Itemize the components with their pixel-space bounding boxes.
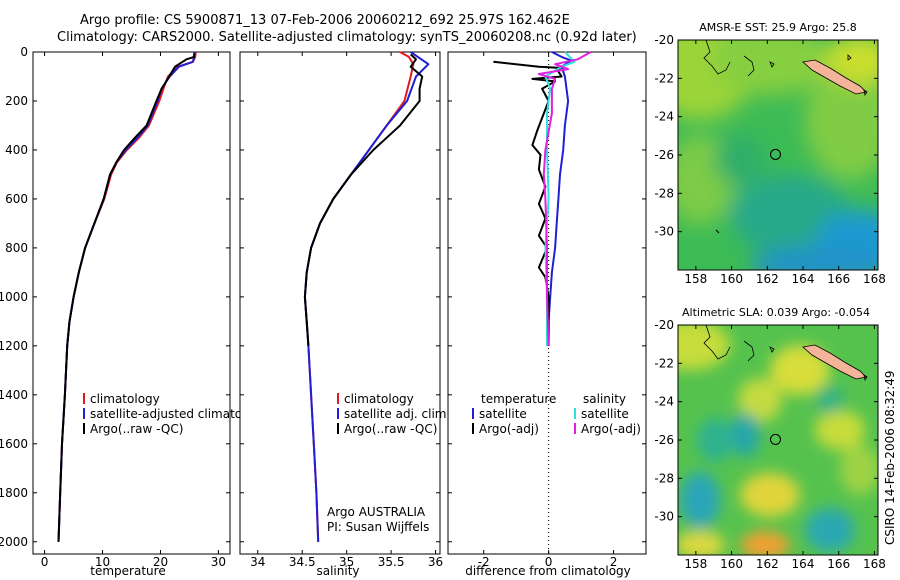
map-x-tick-label: 166 bbox=[827, 272, 850, 286]
y-tick-label: 1800 bbox=[0, 486, 28, 500]
legend-label-temp-argo: Argo(-adj) bbox=[479, 422, 539, 436]
argo-location-marker bbox=[770, 148, 781, 160]
y-tick-label: 0 bbox=[20, 45, 28, 59]
argo-location-marker bbox=[770, 433, 781, 445]
map-x-tick-label: 166 bbox=[827, 557, 850, 571]
y-tick-label: 1000 bbox=[0, 290, 28, 304]
legend-label-argo: Argo(..raw -QC) bbox=[344, 422, 437, 436]
series-line-argo-raw-qc bbox=[57, 53, 196, 542]
x-tick-label: 34 bbox=[250, 555, 265, 569]
series-line-salinity-satellite bbox=[544, 51, 576, 346]
panel-temperature: 0 10 20 30 0 200 400 600 800 1000 1200 1400 1600 1800… bbox=[0, 45, 268, 578]
sst-field bbox=[678, 40, 878, 270]
figure-title-line-1: Argo profile: CS 5900871_13 07-Feb-2006 … bbox=[80, 13, 570, 28]
y-tick-label: 600 bbox=[5, 192, 28, 206]
map-x-tick-label: 164 bbox=[792, 272, 815, 286]
x-tick-label: -2 bbox=[478, 555, 490, 569]
credit-line-1: Argo AUSTRALIA bbox=[327, 505, 426, 519]
map-y-tick-label: -20 bbox=[654, 33, 674, 47]
legend-label-sal-argo: Argo(-adj) bbox=[581, 422, 641, 436]
x-tick-label: 34.5 bbox=[289, 555, 316, 569]
legend-label-sal-satellite: satellite bbox=[581, 407, 629, 421]
map-x-tick-label: 160 bbox=[720, 557, 743, 571]
salinity-legend: climatology satellite adj. clim. Argo(..… bbox=[337, 392, 450, 436]
map-y-tick-label: -22 bbox=[654, 71, 674, 85]
legend-title-salinity: salinity bbox=[583, 392, 626, 406]
credit-line-2: PI: Susan Wijffels bbox=[327, 520, 429, 534]
map-y-tick-label: -26 bbox=[654, 148, 674, 162]
panel-difference: -2 0 2 difference from climatology tempera… bbox=[447, 51, 647, 578]
salinity-series bbox=[303, 51, 430, 542]
y-tick-label: 400 bbox=[5, 143, 28, 157]
legend-label-temp-satellite: satellite bbox=[479, 407, 527, 421]
x-tick-label: 30 bbox=[211, 555, 226, 569]
legend-label-climatology: climatology bbox=[344, 392, 414, 406]
legend-label-climatology: climatology bbox=[90, 392, 160, 406]
map-y-tick-label: -30 bbox=[654, 225, 674, 239]
difference-series bbox=[493, 51, 592, 346]
salinity-axes: 34 34.5 35 35.5 36 bbox=[240, 51, 443, 569]
map-sst: AMSR-E SST: 25.9 Argo: 25.8 15 bbox=[654, 21, 885, 286]
sla-map-axes: 158 160 162 164 166 168 -20 -22 -24 -26 -28 -30 bbox=[654, 318, 885, 571]
legend-label-satellite: satellite adj. clim. bbox=[344, 407, 450, 421]
map-x-tick-label: 168 bbox=[863, 557, 886, 571]
map-y-tick-label: -26 bbox=[654, 433, 674, 447]
x-tick-label: 0 bbox=[41, 555, 49, 569]
salinity-axes-box bbox=[239, 51, 441, 555]
side-timestamp: CSIRO 14-Feb-2006 08:32:49 bbox=[883, 370, 897, 545]
y-tick-label: 1200 bbox=[0, 339, 28, 353]
x-tick-label: 35.5 bbox=[378, 555, 405, 569]
difference-xlabel: difference from climatology bbox=[465, 564, 631, 578]
sla-map-title: Altimetric SLA: 0.039 Argo: -0.054 bbox=[682, 306, 870, 319]
map-y-tick-label: -22 bbox=[654, 356, 674, 370]
legend-title-temperature: temperature bbox=[481, 392, 556, 406]
x-tick-label: 10 bbox=[95, 555, 110, 569]
map-x-tick-label: 160 bbox=[720, 272, 743, 286]
x-tick-label: 36 bbox=[428, 555, 443, 569]
sst-map-title: AMSR-E SST: 25.9 Argo: 25.8 bbox=[699, 21, 857, 34]
map-x-tick-label: 162 bbox=[756, 557, 779, 571]
temperature-xlabel: temperature bbox=[90, 564, 165, 578]
map-y-tick-label: -30 bbox=[654, 510, 674, 524]
salinity-xlabel: salinity bbox=[316, 564, 359, 578]
legend-label-argo: Argo(..raw -QC) bbox=[90, 422, 183, 436]
figure-title-line-2: Climatology: CARS2000. Satellite-adjuste… bbox=[57, 30, 637, 45]
temperature-axes-box bbox=[32, 51, 231, 555]
x-tick-label: 20 bbox=[153, 555, 168, 569]
map-y-tick-label: -24 bbox=[654, 110, 674, 124]
y-tick-label: 1400 bbox=[0, 388, 28, 402]
series-line-argo-raw-qc bbox=[303, 53, 424, 346]
map-sla: Altimetric SLA: 0.039 Argo: -0.054 bbox=[654, 306, 885, 571]
sla-field bbox=[678, 325, 878, 555]
map-x-tick-label: 162 bbox=[756, 272, 779, 286]
panel-salinity: 34 34.5 35 35.5 36 salinity climatology sate… bbox=[239, 51, 450, 578]
x-tick-label: 35 bbox=[339, 555, 354, 569]
map-x-tick-label: 158 bbox=[684, 557, 707, 571]
temperature-axes: 0 10 20 30 0 200 400 600 800 1000 1200 1400 1600 1800… bbox=[0, 45, 230, 569]
difference-axes: -2 0 2 bbox=[448, 51, 646, 569]
temperature-series bbox=[57, 51, 197, 542]
map-y-tick-label: -24 bbox=[654, 395, 674, 409]
map-y-tick-label: -28 bbox=[654, 186, 674, 200]
legend-label-satellite: satellite-adjusted climatology bbox=[90, 407, 268, 421]
map-x-tick-label: 158 bbox=[684, 272, 707, 286]
temperature-legend: climatology satellite-adjusted climatolo… bbox=[83, 392, 268, 436]
y-tick-label: 800 bbox=[5, 241, 28, 255]
map-x-tick-label: 164 bbox=[792, 557, 815, 571]
y-tick-label: 2000 bbox=[0, 535, 28, 549]
x-tick-label: 0 bbox=[545, 555, 553, 569]
series-line-salinity-argo-adj bbox=[537, 51, 592, 346]
y-tick-label: 1600 bbox=[0, 437, 28, 451]
y-tick-label: 200 bbox=[5, 94, 28, 108]
sst-map-axes: 158 160 162 164 166 168 -20 -22 -24 -26 -28 -30 bbox=[654, 33, 885, 286]
series-line-temperature-argo-adj bbox=[493, 60, 563, 346]
difference-legend: temperature salinity satellite Argo(-adj… bbox=[472, 392, 641, 436]
x-tick-label: 2 bbox=[610, 555, 618, 569]
map-y-tick-label: -20 bbox=[654, 318, 674, 332]
map-y-tick-label: -28 bbox=[654, 471, 674, 485]
map-x-tick-label: 168 bbox=[863, 272, 886, 286]
